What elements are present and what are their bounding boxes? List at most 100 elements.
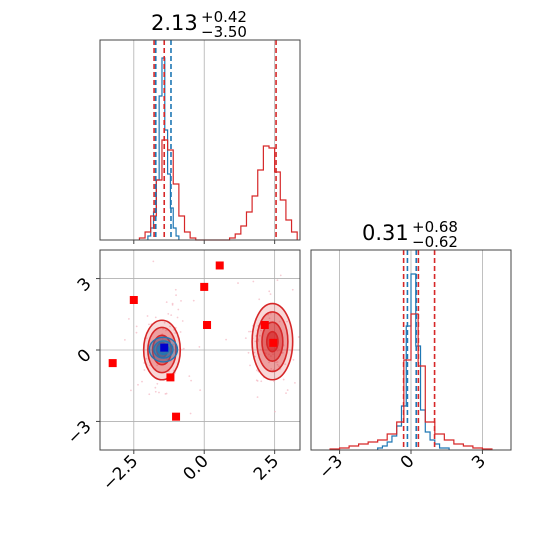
joint-sample-dot [198,346,201,348]
marginal-y-panel: −3 0 3 [310,249,512,483]
joint-sample-dot [148,393,151,396]
joint-y-tick-label: −3 [64,417,96,449]
joint-sample-dot [189,412,192,415]
joint-sample-dot [257,338,260,341]
joint-sample-dot [254,340,257,343]
marginal-x-frame [99,39,301,241]
joint-sample-dot [176,316,179,319]
joint-truth-point [160,343,169,352]
joint-sample-dot [286,320,288,323]
joint-point [129,296,138,304]
joint-sample-dot [188,375,191,378]
joint-y-tick-label: 3 [74,274,96,296]
joint-point [108,359,117,368]
joint-sample-dot [256,369,258,372]
joint-sample-dot [248,330,250,333]
joint-x-tick-label: 2.5 [250,451,283,484]
joint-sample-dot [179,331,182,333]
joint-sample-dot [264,352,267,355]
joint-sample-dot [225,338,228,341]
joint-sample-dot [164,392,167,395]
joint-sample-dot [257,340,260,342]
title-y-plus: +0.68 [412,218,458,236]
joint-sample-dot [156,382,159,385]
joint-sample-dot [154,390,157,393]
joint-sample-dot [260,380,263,383]
joint-sample-dot [268,353,270,356]
title-x-main: 2.13 [151,11,198,35]
joint-point [215,261,224,270]
marginal-y-tick-label: 3 [468,451,490,473]
joint-sample-dot [247,351,250,354]
joint-sample-dot [260,329,262,332]
joint-point [166,373,175,382]
joint-sample-dot [165,301,168,304]
joint-sample-dot [276,363,279,366]
joint-y-tick-label: 0 [74,345,96,367]
marginal-y-tick-label: −3 [315,451,347,483]
joint-sample-dot [174,332,177,334]
joint-panel: −2.5 0.0 2.5 3 0 −3 [64,249,301,495]
joint-sample-dot [182,347,185,350]
joint-sample-dot [143,369,146,371]
joint-sample-dot [141,380,143,383]
joint-sample-dot [258,298,261,301]
joint-sample-dot [297,336,300,338]
joint-sample-dot [152,260,155,263]
joint-sample-dot [268,361,270,364]
joint-sample-dot [278,320,281,323]
joint-sample-dot [269,355,272,358]
joint-sample-dot [252,280,255,283]
title-y-minus: −0.62 [412,233,458,251]
title-x-minus: −3.50 [201,23,247,41]
joint-x-tick-label: −2.5 [99,451,142,494]
joint-sample-dot [281,351,284,354]
joint-sample-dot [156,364,159,367]
joint-sample-dot [291,288,294,291]
joint-sample-dot [279,274,282,277]
joint-sample-dot [145,337,148,340]
joint-sample-dot [256,396,259,399]
joint-x-tick-label: 0.0 [179,451,212,484]
joint-sample-dot [255,379,258,382]
joint-sample-dot [237,282,239,284]
joint-sample-dot [146,315,149,317]
joint-sample-dot [276,349,279,352]
joint-sample-dot [269,312,272,315]
joint-sample-dot [174,288,177,291]
joint-sample-dot [137,383,139,386]
joint-sample-dot [135,325,138,328]
joint-sample-dot [274,410,276,413]
joint-sample-dot [292,358,295,361]
joint-sample-dot [268,290,271,293]
joint-sample-dot [254,355,256,358]
marginal-x-panel [99,39,301,244]
joint-sample-dot [180,299,182,302]
joint-sample-dot [154,316,157,319]
joint-sample-dot [128,318,130,320]
joint-sample-dot [294,381,296,384]
joint-sample-dot [276,361,279,363]
joint-sample-dot [165,329,167,332]
joint-sample-dot [253,351,256,354]
joint-sample-dot [249,364,251,367]
marginal-y-histogram-series [329,313,493,450]
joint-sample-dot [285,392,287,395]
joint-sample-dot [268,317,271,320]
joint-sample-dot [154,386,157,389]
joint-sample-dot [175,294,177,297]
joint-sample-dot [181,348,183,351]
marginal-x-histogram-series [147,57,180,240]
joint-sample-dot [286,389,289,391]
joint-point [200,282,209,291]
joint-sample-dot [181,320,184,322]
joint-sample-dot [158,391,160,394]
joint-sample-dot [167,312,170,315]
joint-sample-dot [272,353,274,356]
joint-sample-dot [278,365,280,368]
joint-point [260,321,269,329]
joint-point [172,412,181,421]
joint-sample-dot [177,308,180,311]
